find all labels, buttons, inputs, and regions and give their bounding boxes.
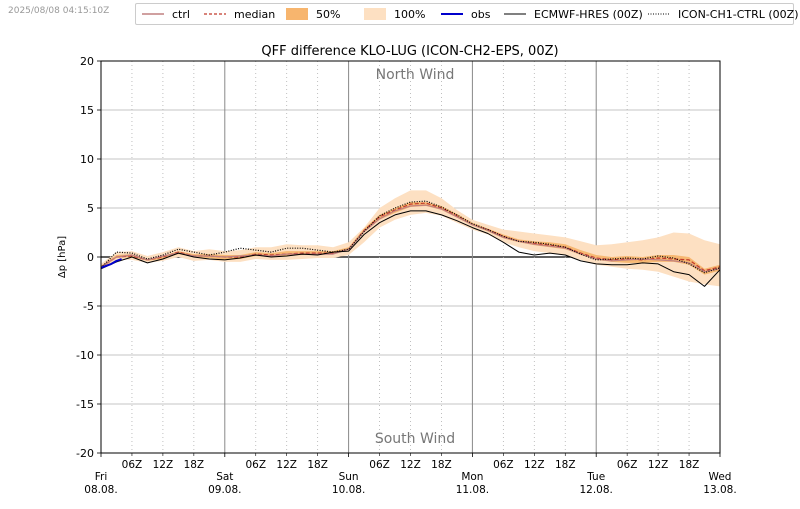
legend-obs-label: obs <box>471 7 491 21</box>
chart-title: QFF difference KLO-LUG (ICON-CH2-EPS, 00… <box>261 44 558 59</box>
legend-ctrl-swatch <box>142 8 164 20</box>
legend-p100-label: 100% <box>394 7 426 21</box>
legend-ctrl-label: ctrl <box>172 7 190 21</box>
x-tick-label-day: Mon <box>461 471 483 483</box>
x-tick-label-hour: 06Z <box>369 459 390 471</box>
y-tick-label: 20 <box>80 55 94 68</box>
x-tick-label-hour: 18Z <box>679 459 700 471</box>
x-tick-label-hour: 12Z <box>153 459 174 471</box>
legend-p50-label: 50% <box>316 7 341 21</box>
x-tick-label-hour: 12Z <box>648 459 669 471</box>
series-lines <box>100 200 721 287</box>
x-tick-label-date: 08.08. <box>84 484 117 496</box>
bands <box>101 190 720 287</box>
x-tick-label-hour: 18Z <box>555 459 576 471</box>
x-tick-label-day: Tue <box>586 471 605 483</box>
axes: -20 -15 -10 -5 0 5 10 15 20 06Z 12Z 18Z 06Z 12Z 18Z 06Z… <box>76 55 737 496</box>
x-tick-label-date: 13.08. <box>703 484 736 496</box>
legend-hres-label: ECMWF-HRES (00Z) <box>534 7 643 21</box>
y-axis-label: Δp [hPa] <box>57 236 68 278</box>
x-tick-label-hour: 12Z <box>400 459 421 471</box>
y-tick-label: 5 <box>87 202 94 215</box>
line-ctrl <box>100 204 721 273</box>
x-tick-label-hour: 06Z <box>245 459 266 471</box>
x-tick-label-day: Sat <box>216 471 233 483</box>
y-tick-label: -15 <box>76 398 94 411</box>
x-tick-label-date: 10.08. <box>332 484 365 496</box>
y-tick-label: -5 <box>83 300 94 313</box>
x-tick-label-hour: 18Z <box>184 459 205 471</box>
line-ch1 <box>100 200 721 274</box>
x-tick-label-day: Wed <box>709 471 732 483</box>
legend-obs: obs <box>441 4 490 24</box>
x-tick-label-date: 11.08. <box>456 484 489 496</box>
legend-obs-swatch <box>441 8 463 20</box>
legend-ch1-swatch <box>648 8 670 20</box>
legend-median-swatch <box>204 8 226 20</box>
timestamp: 2025/08/08 04:15:10Z <box>8 6 110 16</box>
x-tick-label-date: 09.08. <box>208 484 241 496</box>
x-tick-label-hour: 06Z <box>122 459 143 471</box>
x-tick-label-hour: 18Z <box>307 459 328 471</box>
annotation-south-wind: South Wind <box>375 431 455 447</box>
legend-hres-swatch <box>504 8 526 20</box>
legend-p50: 50% <box>286 4 340 24</box>
y-tick-label: -20 <box>76 447 94 460</box>
line-hres <box>100 210 721 287</box>
line-obs <box>100 258 122 269</box>
x-tick-label-hour: 12Z <box>276 459 297 471</box>
annotation-north-wind: North Wind <box>376 67 455 83</box>
legend-ch1: ICON-CH1-CTRL (00Z) <box>648 4 798 24</box>
y-tick-label: 0 <box>87 251 94 264</box>
legend-p100-swatch <box>364 8 386 20</box>
plot-frame <box>100 60 721 454</box>
legend-hres: ECMWF-HRES (00Z) <box>504 4 643 24</box>
legend-median-label: median <box>234 7 276 21</box>
x-tick-label-hour: 06Z <box>493 459 514 471</box>
legend-ctrl: ctrl <box>142 4 190 24</box>
legend-p100: 100% <box>364 4 425 24</box>
y-tick-label: 15 <box>80 104 94 117</box>
x-tick-label-hour: 18Z <box>431 459 452 471</box>
x-tick-label-hour: 06Z <box>617 459 638 471</box>
y-tick-label: -10 <box>76 349 94 362</box>
x-tick-label-hour: 12Z <box>524 459 545 471</box>
legend-median: median <box>204 4 275 24</box>
legend-p50-swatch <box>286 8 308 20</box>
legend-ch1-label: ICON-CH1-CTRL (00Z) <box>678 7 799 21</box>
band-p100 <box>101 190 720 287</box>
line-median <box>100 202 721 272</box>
y-tick-label: 10 <box>80 153 94 166</box>
x-tick-label-day: Sun <box>339 471 359 483</box>
x-tick-label-date: 12.08. <box>579 484 612 496</box>
legend: ctrl median 50% 100% obs ECMWF-HRES (00Z… <box>135 3 798 25</box>
x-tick-label-day: Fri <box>95 471 108 483</box>
